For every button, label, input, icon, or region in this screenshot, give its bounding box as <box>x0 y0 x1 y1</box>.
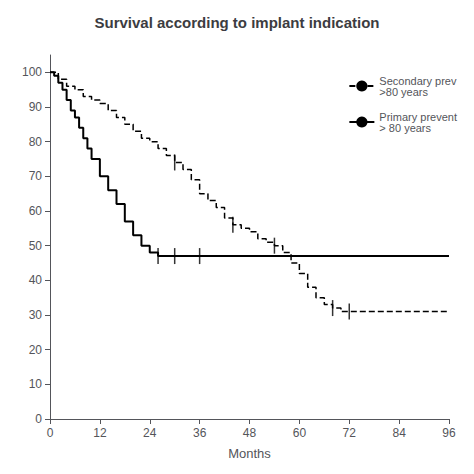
svg-text:Secondary prev: Secondary prev <box>379 74 457 87</box>
svg-text:24: 24 <box>143 426 157 440</box>
svg-text:80: 80 <box>29 135 43 149</box>
svg-text:10: 10 <box>29 377 43 391</box>
svg-text:12: 12 <box>93 426 107 440</box>
svg-text:36: 36 <box>193 426 207 440</box>
svg-text:40: 40 <box>29 273 43 287</box>
svg-text:60: 60 <box>293 426 307 440</box>
svg-text:96: 96 <box>442 426 456 440</box>
svg-text:60: 60 <box>29 204 43 218</box>
svg-text:48: 48 <box>243 426 257 440</box>
svg-text:> 80 years: > 80 years <box>379 122 431 134</box>
svg-text:0: 0 <box>35 412 42 426</box>
svg-text:0: 0 <box>47 426 54 440</box>
svg-text:30: 30 <box>29 308 43 322</box>
svg-text:70: 70 <box>29 169 43 183</box>
svg-text:90: 90 <box>29 100 43 114</box>
svg-text:20: 20 <box>29 343 43 357</box>
svg-text:Survival according to implant: Survival according to implant indication <box>94 14 379 31</box>
svg-text:84: 84 <box>392 426 406 440</box>
svg-text:50: 50 <box>29 239 43 253</box>
svg-text:>80 years: >80 years <box>379 86 428 98</box>
svg-text:72: 72 <box>343 426 357 440</box>
svg-text:100: 100 <box>22 65 42 79</box>
svg-text:Primary prevent: Primary prevent <box>379 110 457 123</box>
svg-text:Months: Months <box>228 446 271 461</box>
